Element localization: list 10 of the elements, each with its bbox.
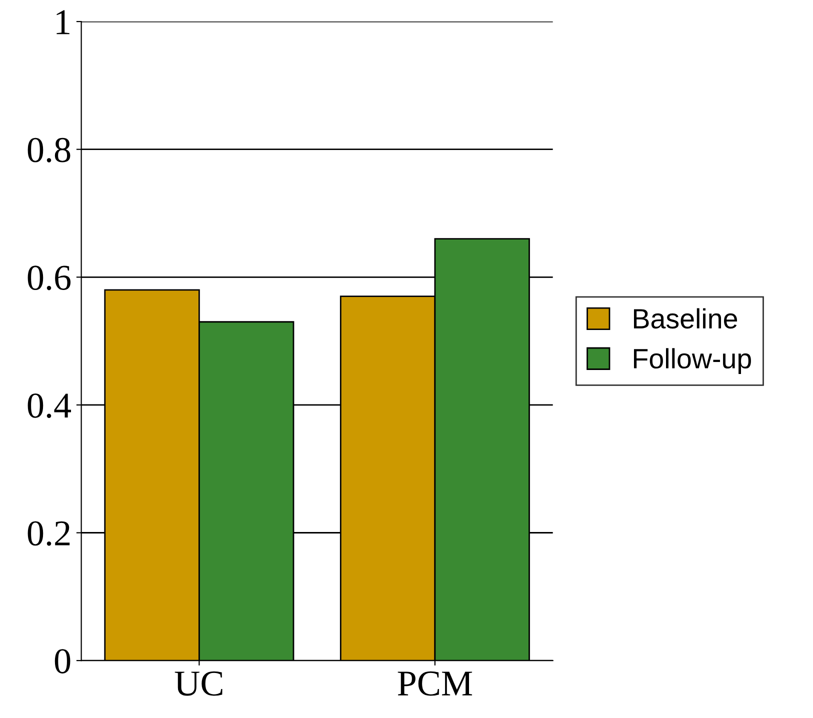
y-tick-label: 0.6: [28, 266, 70, 290]
legend-label: Baseline: [634, 308, 738, 329]
x-tick-label: UC: [174, 671, 222, 696]
y-tick-label: 0: [54, 649, 70, 674]
legend-label: Follow-up: [634, 348, 751, 374]
y-tick-label: 0.2: [28, 521, 70, 546]
y-tick-label: 0.4: [28, 393, 72, 418]
y-tick-label: 0.8: [28, 138, 70, 162]
y-tick-label: 1: [56, 10, 70, 34]
x-tick-label: PCM: [398, 671, 472, 696]
